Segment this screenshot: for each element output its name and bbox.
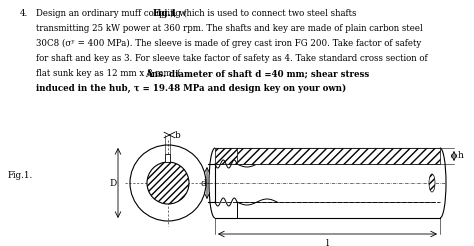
- Text: 4.: 4.: [20, 9, 28, 18]
- Text: transmitting 25 kW power at 360 rpm. The shafts and key are made of plain carbon: transmitting 25 kW power at 360 rpm. The…: [36, 24, 423, 33]
- Text: for shaft and key as 3. For sleeve take factor of safety as 4. Take standard cro: for shaft and key as 3. For sleeve take …: [36, 54, 428, 63]
- Bar: [215, 148, 237, 164]
- Text: b: b: [174, 130, 180, 139]
- Text: flat sunk key as 12 mm x 8 mm. (: flat sunk key as 12 mm x 8 mm. (: [36, 69, 181, 78]
- Text: induced in the hub, τ = 19.48 MPa and design key on your own): induced in the hub, τ = 19.48 MPa and de…: [36, 84, 346, 93]
- Ellipse shape: [429, 174, 435, 192]
- Text: h: h: [458, 152, 464, 160]
- Text: Ans. diameter of shaft d =40 mm; shear stress: Ans. diameter of shaft d =40 mm; shear s…: [146, 69, 370, 78]
- Text: d: d: [200, 179, 206, 187]
- Bar: [235, 148, 440, 164]
- Circle shape: [147, 162, 189, 204]
- Text: 30C8 (σʸ = 400 MPa). The sleeve is made of grey cast iron FG 200. Take factor of: 30C8 (σʸ = 400 MPa). The sleeve is made …: [36, 39, 421, 48]
- Text: l: l: [326, 239, 329, 246]
- Text: D: D: [109, 179, 117, 187]
- Text: Fig.1: Fig.1: [152, 9, 177, 18]
- Text: Design an ordinary muff coupling (: Design an ordinary muff coupling (: [36, 9, 187, 18]
- Bar: [165, 154, 171, 162]
- Text: Fig.1.: Fig.1.: [8, 170, 33, 180]
- Text: ), which is used to connect two steel shafts: ), which is used to connect two steel sh…: [170, 9, 356, 18]
